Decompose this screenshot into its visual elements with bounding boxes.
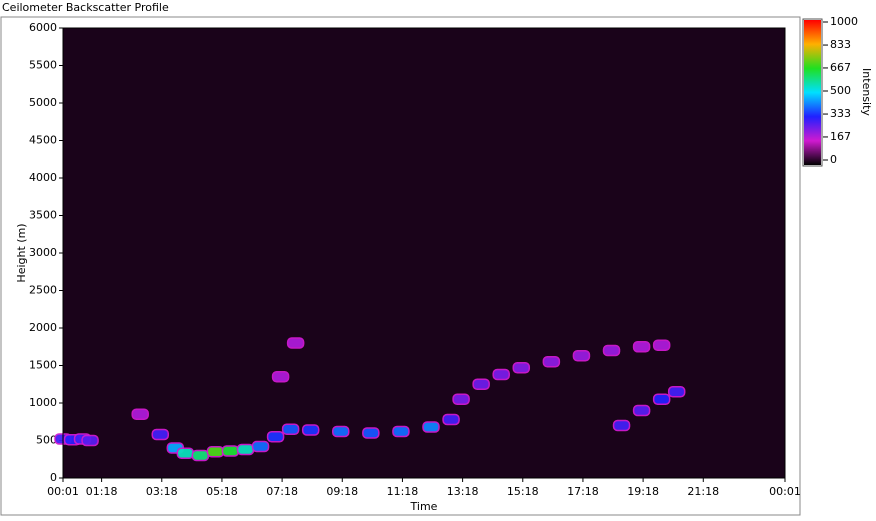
backscatter-cell — [542, 356, 561, 368]
backscatter-cell — [442, 413, 460, 426]
colorbar-tick-label: 167 — [830, 130, 851, 143]
backscatter-cell — [572, 350, 591, 362]
backscatter-cell — [286, 337, 305, 349]
x-tick-label: 15:18 — [507, 485, 539, 498]
backscatter-cell — [206, 446, 225, 458]
y-tick-label: 1500 — [29, 359, 57, 372]
backscatter-cell — [191, 449, 210, 462]
backscatter-cell — [251, 440, 270, 453]
backscatter-cell — [131, 408, 149, 420]
backscatter-cell — [301, 424, 320, 436]
y-tick-label: 2000 — [29, 321, 57, 334]
x-tick-label: 09:18 — [326, 485, 358, 498]
y-tick-label: 500 — [36, 434, 57, 447]
y-tick-label: 3500 — [29, 209, 57, 222]
y-axis-label: Height (m) — [15, 223, 28, 282]
backscatter-cell — [266, 431, 285, 443]
x-tick-label: 00:01 — [47, 485, 79, 498]
backscatter-cell — [236, 443, 255, 456]
y-tick-label: 6000 — [29, 21, 57, 34]
y-tick-label: 5000 — [29, 96, 57, 109]
y-tick-label: 4000 — [29, 171, 57, 184]
backscatter-cell — [81, 434, 99, 447]
plot-frame — [62, 27, 786, 479]
y-tick-label: 4500 — [29, 134, 57, 147]
x-tick-label: 01:18 — [86, 485, 118, 498]
x-axis-label: Time — [410, 500, 438, 513]
backscatter-cell — [281, 423, 300, 435]
backscatter-cell — [492, 368, 510, 381]
backscatter-cell — [422, 421, 440, 433]
backscatter-cell — [602, 344, 621, 357]
y-tick-label: 1000 — [29, 396, 57, 409]
y-tick-label: 5500 — [29, 59, 57, 72]
colorbar-frame — [802, 18, 823, 167]
colorbar-tick-label: 833 — [830, 38, 851, 51]
backscatter-cell — [652, 393, 671, 405]
backscatter-cell — [332, 425, 350, 438]
backscatter-cell — [512, 362, 531, 374]
x-tick-label: 17:18 — [567, 485, 599, 498]
backscatter-cell — [362, 427, 380, 439]
backscatter-cell — [612, 419, 631, 432]
x-tick-label: 05:18 — [206, 485, 238, 498]
backscatter-cell — [652, 339, 671, 351]
backscatter-cell — [176, 447, 195, 459]
backscatter-cell — [632, 404, 651, 417]
y-tick-label: 0 — [50, 471, 57, 484]
x-tick-label: 13:18 — [447, 485, 479, 498]
backscatter-cell — [392, 425, 410, 438]
colorbar-label: Intensity — [860, 68, 873, 116]
backscatter-cell — [632, 341, 651, 353]
backscatter-cell — [667, 386, 686, 398]
backscatter-cell — [221, 445, 240, 457]
colorbar-tick-label: 1000 — [830, 15, 858, 28]
colorbar-tick-label: 667 — [830, 61, 851, 74]
colorbar-tick-label: 500 — [830, 84, 851, 97]
x-tick-label: 00:01 — [769, 485, 801, 498]
x-tick-label: 21:18 — [687, 485, 719, 498]
backscatter-cell — [452, 393, 470, 405]
y-tick-label: 3000 — [29, 246, 57, 259]
colorbar-tick-label: 333 — [830, 107, 851, 120]
x-tick-label: 03:18 — [146, 485, 178, 498]
backscatter-cell — [271, 371, 290, 383]
colorbar-tick-label: 0 — [830, 153, 837, 166]
y-tick-label: 2500 — [29, 284, 57, 297]
backscatter-cell — [151, 428, 170, 441]
x-tick-label: 19:18 — [627, 485, 659, 498]
x-tick-label: 11:18 — [387, 485, 419, 498]
colorbar — [804, 20, 821, 165]
chart-title: Ceilometer Backscatter Profile — [2, 1, 169, 14]
x-tick-label: 07:18 — [266, 485, 298, 498]
noise-band — [63, 28, 785, 478]
backscatter-cell — [472, 378, 490, 390]
